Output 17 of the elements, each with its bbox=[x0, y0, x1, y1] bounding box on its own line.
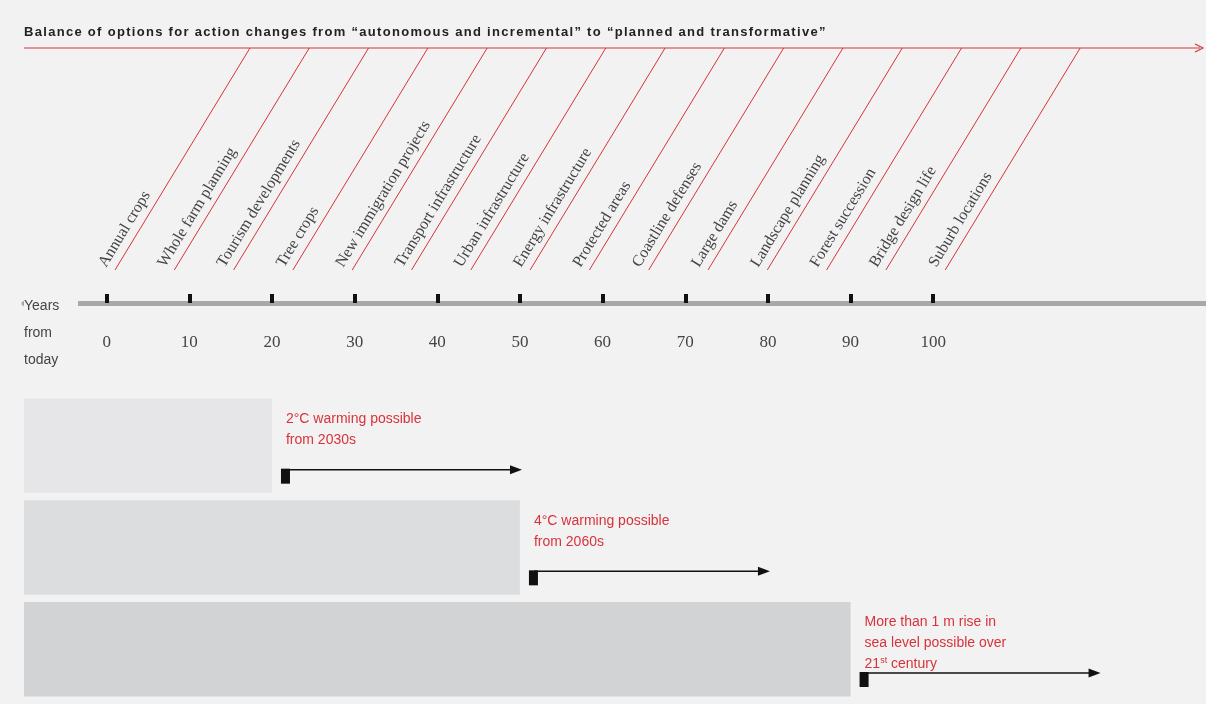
x-tick-label: 50 bbox=[511, 332, 529, 351]
x-tick-label: 80 bbox=[759, 332, 777, 351]
annotation: 2°C warming possible from 2030s bbox=[285, 410, 422, 447]
bar bbox=[24, 601, 851, 697]
x-axis-title: Years from today bbox=[24, 292, 78, 373]
x-tick-label: 10 bbox=[180, 332, 198, 351]
x-tick-label: 100 bbox=[920, 332, 946, 351]
x-tick-label: 60 bbox=[594, 332, 612, 351]
x-tick-label: 70 bbox=[676, 332, 694, 351]
x-tick-label: 40 bbox=[428, 332, 446, 351]
x-tick-label: 90 bbox=[842, 332, 860, 351]
x-tick-label: 20 bbox=[263, 332, 281, 351]
x-tick-label: 30 bbox=[346, 332, 364, 351]
x-tick-label: 0 bbox=[102, 332, 111, 351]
annotation: 4°C warming possible from 2060s bbox=[533, 511, 670, 549]
annotation: More than 1 m rise in sea level possible over 21$^{st}$ century bbox=[864, 613, 1007, 672]
chart-title: Balance of options for action changes from “autonomous and incremental” to “planned and transformative” bbox=[24, 24, 827, 39]
